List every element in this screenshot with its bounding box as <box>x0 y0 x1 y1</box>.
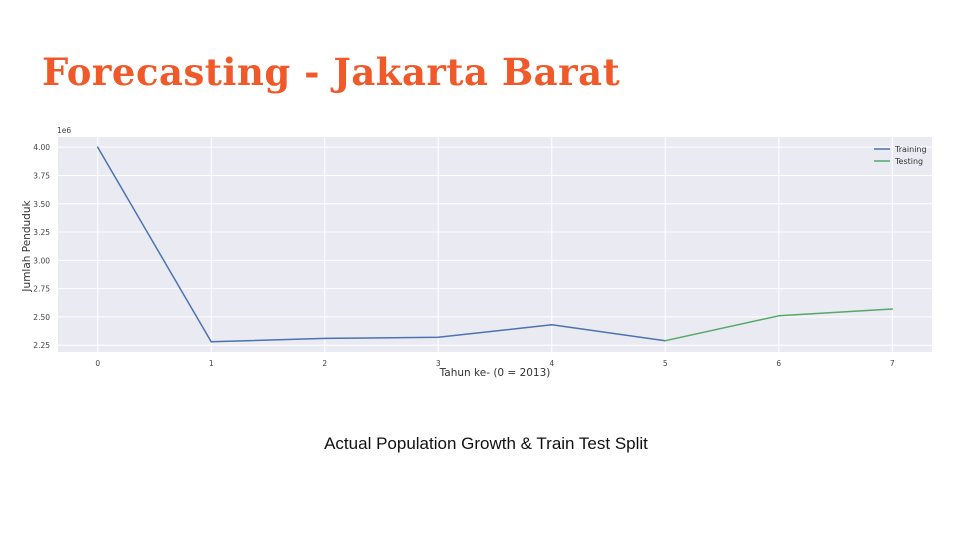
legend: Training Testing <box>874 145 927 166</box>
grid-lines <box>58 137 932 352</box>
data-point-training <box>96 146 99 148</box>
y-tick-label: 2.25 <box>33 341 50 350</box>
slide-title: Forecasting - Jakarta Barat <box>42 50 621 94</box>
data-point-testing <box>777 314 780 317</box>
x-axis-label: Tahun ke- (0 = 2013) <box>439 367 551 379</box>
legend-label: Training <box>894 145 927 154</box>
chart-caption: Actual Population Growth & Train Test Sp… <box>324 434 648 453</box>
y-tick-label: 2.50 <box>33 313 50 322</box>
y-tick-label: 4.00 <box>33 143 50 152</box>
data-point-training <box>437 336 440 339</box>
x-tick-labels: 0 1 2 3 4 5 6 7 <box>95 359 895 368</box>
plot-area <box>58 137 932 352</box>
x-tick-label: 5 <box>663 359 668 368</box>
y-tick-label: 2.75 <box>33 285 50 294</box>
data-point-training <box>210 341 213 343</box>
y-axis-label: Jumlah Penduduk <box>21 200 33 293</box>
line-chart: 0 1 2 3 4 5 6 7 2.25 2.50 2.75 3.00 3.25 3.50 3.75 4.0… <box>21 126 932 379</box>
legend-label: Testing <box>894 157 923 166</box>
series-line-training <box>97 146 666 343</box>
data-point-training <box>550 324 553 326</box>
x-tick-label: 1 <box>209 359 214 368</box>
x-tick-label: 2 <box>322 359 327 368</box>
x-tick-label: 0 <box>95 359 100 368</box>
data-point-testing <box>891 308 894 310</box>
x-tick-label: 4 <box>549 359 554 368</box>
y-offset-label: 1e6 <box>57 126 71 135</box>
y-tick-label: 3.25 <box>33 228 50 237</box>
x-tick-label: 6 <box>776 359 781 368</box>
x-tick-label: 3 <box>436 359 441 368</box>
x-tick-label: 7 <box>890 359 895 368</box>
series-lines <box>96 146 894 343</box>
data-point-testing <box>664 339 667 342</box>
y-tick-label: 3.00 <box>33 256 50 265</box>
y-tick-label: 3.75 <box>33 171 50 180</box>
y-tick-labels: 2.25 2.50 2.75 3.00 3.25 3.50 3.75 4.00 <box>33 143 50 350</box>
data-point-training <box>323 337 326 340</box>
y-tick-label: 3.50 <box>33 200 50 209</box>
